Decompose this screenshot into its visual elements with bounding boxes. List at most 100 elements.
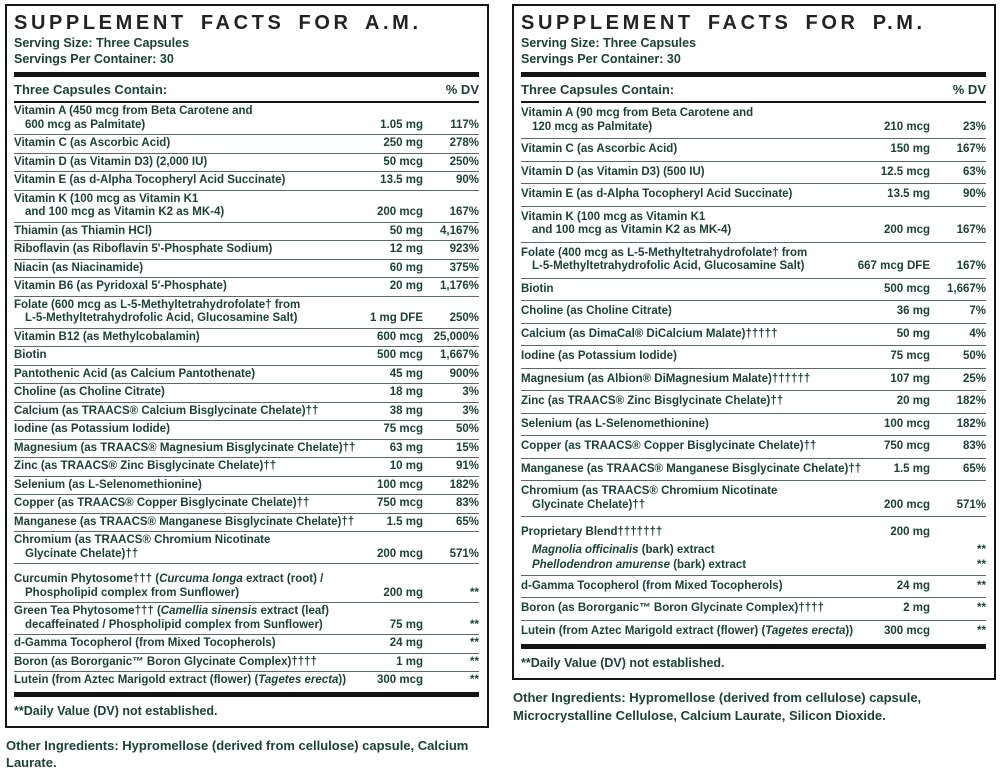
ingredient-dv: 50% [962,350,986,362]
ingredient-dv: 7% [969,305,986,317]
ingredient-name: Vitamin C (as Ascorbic Acid) [14,137,171,149]
pm-column: SUPPLEMENT FACTS FOR P.M. Serving Size: … [512,4,996,724]
ingredient-amount: 1.5 mg [893,462,930,475]
ingredient-dv: 250% [449,312,479,324]
ingredient-dv: ** [977,624,986,637]
column-header-dv: % DV [445,82,479,97]
ingredient-dv: 91% [455,460,479,472]
ingredient-name: d-Gamma Tocopherol (from Mixed Tocophero… [521,579,783,592]
ingredient-dv: 167% [449,206,479,218]
ingredient-dv: 50% [455,423,479,435]
ingredient-name: Calcium (as DimaCal® DiCalcium Malate)††… [521,327,778,340]
thick-divider [521,72,986,77]
thick-divider [14,691,479,697]
am-column: SUPPLEMENT FACTS FOR A.M. Serving Size: … [5,4,489,772]
ingredient-name: Boron (as Bororganic™ Boron Glycinate Co… [14,655,317,668]
ingredient-name: Phellodendron amurense (bark) extract [532,559,747,571]
ingredient-name: Proprietary Blend††††††† [521,526,663,538]
table-row: Selenium (as L-Selenomethionine) 100 mcg 1… [14,475,479,495]
ingredient-amount: 1.05 mg [380,118,423,131]
ingredient-rows-pm: Vitamin A (90 mcg from Beta Carotene and… [521,103,986,642]
table-row: Magnolia officinalis (bark) extract ** [521,544,986,560]
ingredient-amount: 150 mg [890,143,930,155]
ingredient-name: Magnesium (as Albion® DiMagnesium Malate… [521,372,811,385]
ingredient-dv: 1,667% [439,349,479,361]
ingredient-dv: 25,000% [433,330,479,343]
ingredient-amount: 20 mg [389,280,423,292]
ingredient-amount: 24 mg [389,637,423,649]
table-row: Boron (as Bororganic™ Boron Glycinate Co… [521,597,986,620]
table-row: Calcium (as DimaCal® DiCalcium Malate)††… [521,322,986,346]
ingredient-dv: 167% [956,224,986,236]
table-row: Magnesium (as Albion® DiMagnesium Malate… [521,367,986,391]
table-row: Vitamin B6 (as Pyridoxal 5'-Phosphate) 20… [14,277,479,296]
ingredient-dv: 182% [956,417,986,430]
ingredient-name: Magnesium (as TRAACS® Magnesium Bisglyci… [14,441,356,454]
table-row: Biotin 500 mcg 1,667% [14,346,479,365]
table-row: Green Tea Phytosome††† (Camellia sinensi… [14,602,479,634]
table-row: Niacin (as Niacinamide) 60 mg 375% [14,258,479,278]
ingredient-rows-am: Vitamin A (450 mcg from Beta Carotene an… [14,103,479,690]
ingredient-dv: ** [470,586,479,599]
ingredient-name: Lutein (from Aztec Marigold extract (flo… [521,624,854,637]
table-row: Vitamin D (as Vitamin D3) (500 IU) 12.5 m… [521,160,986,184]
dv-footnote-am: **Daily Value (DV) not established. [14,703,218,718]
ingredient-dv: 3% [462,386,479,398]
ingredient-amount: 1 mg DFE [369,312,423,324]
table-row: Proprietary Blend††††††† 200 mg [521,516,986,544]
ingredient-amount: 38 mg [389,404,423,417]
ingredient-amount: 750 mcg [883,440,930,452]
table-row: d-Gamma Tocopherol (from Mixed Tocophero… [521,574,986,598]
ingredient-name: Manganese (as TRAACS® Manganese Bisglyci… [14,515,355,528]
ingredient-amount: 75 mg [389,618,423,631]
table-row: Zinc (as TRAACS® Zinc Bisglycinate Chela… [14,457,479,476]
ingredient-amount: 200 mg [383,586,423,599]
ingredient-amount: 300 mcg [376,674,423,686]
dv-footnote-pm: **Daily Value (DV) not established. [521,656,725,670]
table-row: Riboflavin (as Riboflavin 5'-Phosphate S… [14,240,479,259]
table-row: Vitamin C (as Ascorbic Acid) 150 mg 167% [521,138,986,161]
ingredient-dv: ** [470,637,479,649]
ingredient-name: Vitamin D (as Vitamin D3) (500 IU) [521,165,705,178]
ingredient-amount: 50 mcg [383,155,423,168]
ingredient-amount: 200 mcg [883,498,930,511]
ingredient-name: Selenium (as L-Selenomethionine) [14,478,202,491]
panel-title-am: SUPPLEMENT FACTS FOR A.M. [14,12,422,34]
table-row: Magnesium (as TRAACS® Magnesium Bisglyci… [14,438,479,458]
ingredient-name: Iodine (as Potassium Iodide) [14,423,170,435]
column-header-dv: % DV [952,82,986,97]
ingredient-dv: 23% [962,120,986,133]
ingredient-name: Manganese (as TRAACS® Manganese Bisglyci… [521,462,862,475]
ingredient-amount: 13.5 mg [887,188,930,200]
ingredient-name: Copper (as TRAACS® Copper Bisglycinate C… [521,440,817,452]
table-row: Folate (400 mcg as L-5-Methyltetrahydrof… [521,241,986,278]
ingredient-dv: ** [470,655,479,668]
ingredient-amount: 107 mg [890,372,930,385]
ingredient-dv: 250% [449,155,479,168]
ingredient-dv: 375% [449,261,479,274]
table-row: Vitamin D (as Vitamin D3) (2,000 IU) 50 m… [14,152,479,172]
servings-per-container-am: Servings Per Container: 30 [14,51,174,66]
ingredient-amount: 10 mg [389,460,423,472]
ingredient-amount: 200 mcg [376,547,423,560]
ingredient-dv: 571% [956,498,986,511]
ingredient-amount: 1.5 mg [386,515,423,528]
ingredient-amount: 20 mg [896,395,930,407]
ingredient-amount: 36 mg [896,305,930,317]
ingredient-dv: 83% [962,440,986,452]
table-row: Biotin 500 mcg 1,667% [521,277,986,301]
table-row: Chromium (as TRAACS® Chromium Nicotinate… [521,480,986,516]
ingredient-name: Vitamin E (as d-Alpha Tocopheryl Acid Su… [521,188,793,200]
ingredient-name: Magnolia officinalis (bark) extract [532,543,715,556]
table-row: Manganese (as TRAACS® Manganese Bisglyci… [14,512,479,532]
table-row: Curcumin Phytosome††† (Curcuma longa ext… [14,563,479,602]
ingredient-name: Vitamin C (as Ascorbic Acid) [521,143,678,155]
ingredient-amount: 75 mcg [383,423,423,435]
table-row: d-Gamma Tocopherol (from Mixed Tocophero… [14,634,479,653]
ingredient-amount: 50 mg [389,224,423,237]
ingredient-amount: 18 mg [389,386,423,398]
ingredient-amount: 12 mg [389,243,423,255]
supplement-facts-panel-am: SUPPLEMENT FACTS FOR A.M. Serving Size: … [5,4,489,728]
ingredient-dv: 83% [455,497,479,509]
